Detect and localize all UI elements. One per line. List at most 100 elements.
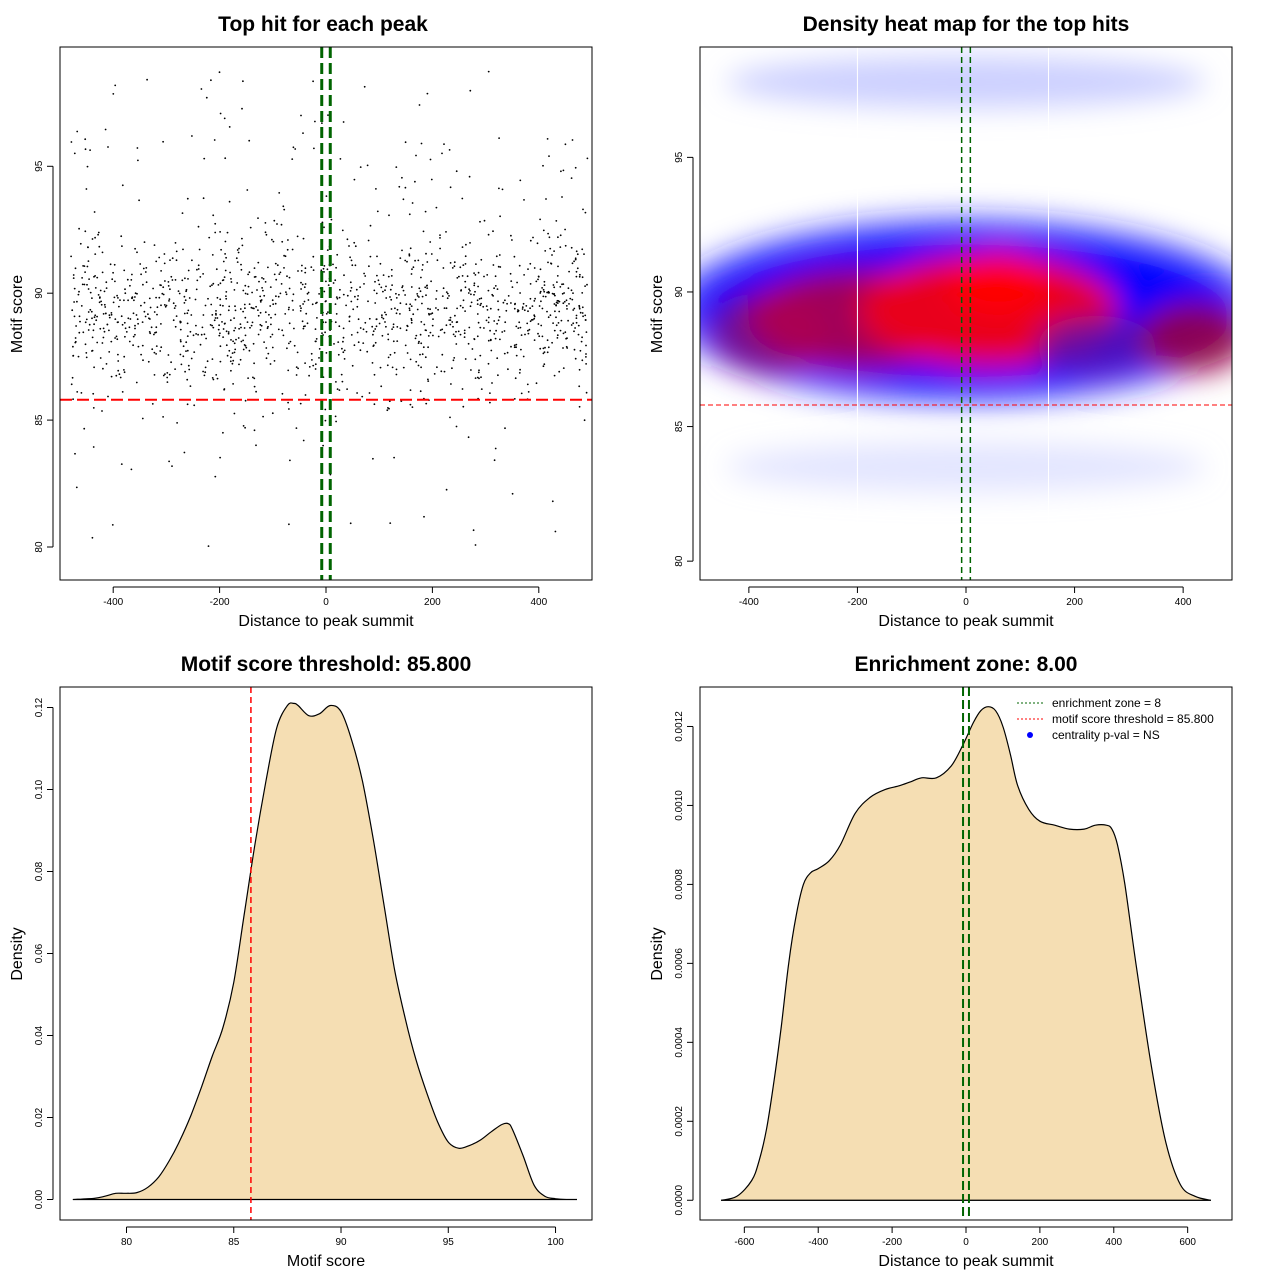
x-tick-label: 85 — [228, 1237, 240, 1248]
scatter-point — [267, 325, 269, 328]
scatter-point — [472, 529, 475, 532]
scatter-point — [480, 388, 483, 390]
scatter-point — [173, 307, 176, 309]
scatter-point — [421, 295, 424, 298]
scatter-point — [369, 255, 372, 258]
scatter-point — [553, 286, 556, 289]
scatter-point — [393, 456, 395, 459]
scatter-point — [522, 302, 525, 305]
scatter-point — [324, 408, 327, 411]
scatter-point — [492, 264, 495, 266]
scatter-point — [450, 383, 452, 385]
scatter-point — [93, 323, 95, 326]
scatter-point — [196, 279, 199, 282]
scatter-point — [84, 321, 87, 324]
scatter-point — [562, 302, 565, 305]
scatter-point — [429, 158, 432, 161]
scatter-point — [72, 345, 74, 348]
scatter-point — [510, 345, 512, 348]
scatter-point — [104, 306, 107, 308]
scatter-point — [244, 292, 247, 295]
panel4-y-axis: 0.00000.00020.00040.00060.00080.00100.00… — [674, 711, 694, 1216]
scatter-point — [221, 321, 223, 323]
scatter-point — [217, 328, 220, 331]
scatter-point — [581, 336, 583, 339]
scatter-point — [295, 366, 298, 368]
scatter-point — [124, 327, 127, 330]
scatter-point — [236, 282, 239, 284]
scatter-point — [292, 309, 294, 311]
scatter-point — [112, 301, 115, 304]
scatter-point — [186, 378, 189, 381]
scatter-point — [379, 366, 382, 369]
scatter-point — [547, 261, 549, 264]
scatter-point — [452, 325, 454, 328]
scatter-point — [230, 278, 232, 280]
scatter-point — [181, 212, 184, 215]
scatter-point — [393, 351, 396, 354]
scatter-point — [455, 343, 458, 345]
scatter-point — [171, 257, 174, 260]
scatter-point — [584, 314, 587, 317]
scatter-point — [543, 363, 546, 366]
scatter-point — [374, 341, 377, 344]
scatter-point — [536, 242, 539, 245]
scatter-point — [172, 302, 175, 305]
scatter-point — [544, 295, 547, 298]
scatter-point — [426, 92, 429, 95]
scatter-point — [349, 522, 352, 525]
scatter-point — [560, 170, 562, 173]
scatter-point — [333, 343, 335, 345]
y-tick-label: 90 — [674, 286, 685, 298]
scatter-point — [381, 316, 383, 319]
scatter-point — [142, 359, 144, 362]
scatter-point — [228, 200, 231, 203]
scatter-point — [349, 256, 351, 259]
scatter-point — [321, 314, 324, 316]
scatter-point — [183, 295, 186, 298]
scatter-point — [532, 236, 534, 239]
scatter-point — [273, 360, 276, 362]
scatter-point — [297, 270, 299, 272]
scatter-point — [359, 349, 362, 352]
scatter-point — [373, 373, 376, 376]
scatter-point — [301, 320, 304, 323]
scatter-point — [342, 121, 345, 123]
scatter-point — [120, 463, 123, 465]
scatter-point — [337, 341, 340, 343]
scatter-point — [427, 378, 429, 381]
scatter-point — [490, 349, 493, 352]
scatter-point — [224, 269, 227, 272]
scatter-point — [90, 310, 93, 313]
scatter-point — [402, 289, 405, 292]
scatter-point — [80, 392, 83, 394]
scatter-point — [489, 401, 491, 404]
scatter-point — [169, 259, 171, 261]
scatter-point — [99, 357, 102, 359]
scatter-point — [463, 336, 466, 338]
scatter-point — [225, 295, 227, 297]
scatter-point — [456, 277, 459, 279]
scatter-point — [565, 305, 568, 307]
scatter-point — [494, 337, 497, 340]
scatter-point — [179, 339, 182, 341]
x-tick-label: 0 — [963, 597, 969, 608]
scatter-point — [282, 205, 285, 208]
scatter-point — [401, 176, 403, 179]
scatter-point — [191, 135, 193, 137]
scatter-point — [474, 274, 477, 276]
scatter-point — [574, 257, 577, 260]
heatmap-density — [700, 55, 1232, 492]
scatter-point — [350, 300, 353, 303]
scatter-point — [530, 319, 533, 321]
scatter-point — [389, 288, 392, 291]
scatter-point — [315, 340, 317, 343]
scatter-point — [474, 377, 477, 379]
scatter-point — [416, 293, 419, 295]
scatter-point — [495, 255, 498, 258]
scatter-point — [301, 264, 303, 267]
scatter-point — [182, 355, 185, 358]
scatter-point — [256, 289, 258, 291]
scatter-point — [97, 231, 100, 234]
scatter-point — [102, 313, 105, 315]
